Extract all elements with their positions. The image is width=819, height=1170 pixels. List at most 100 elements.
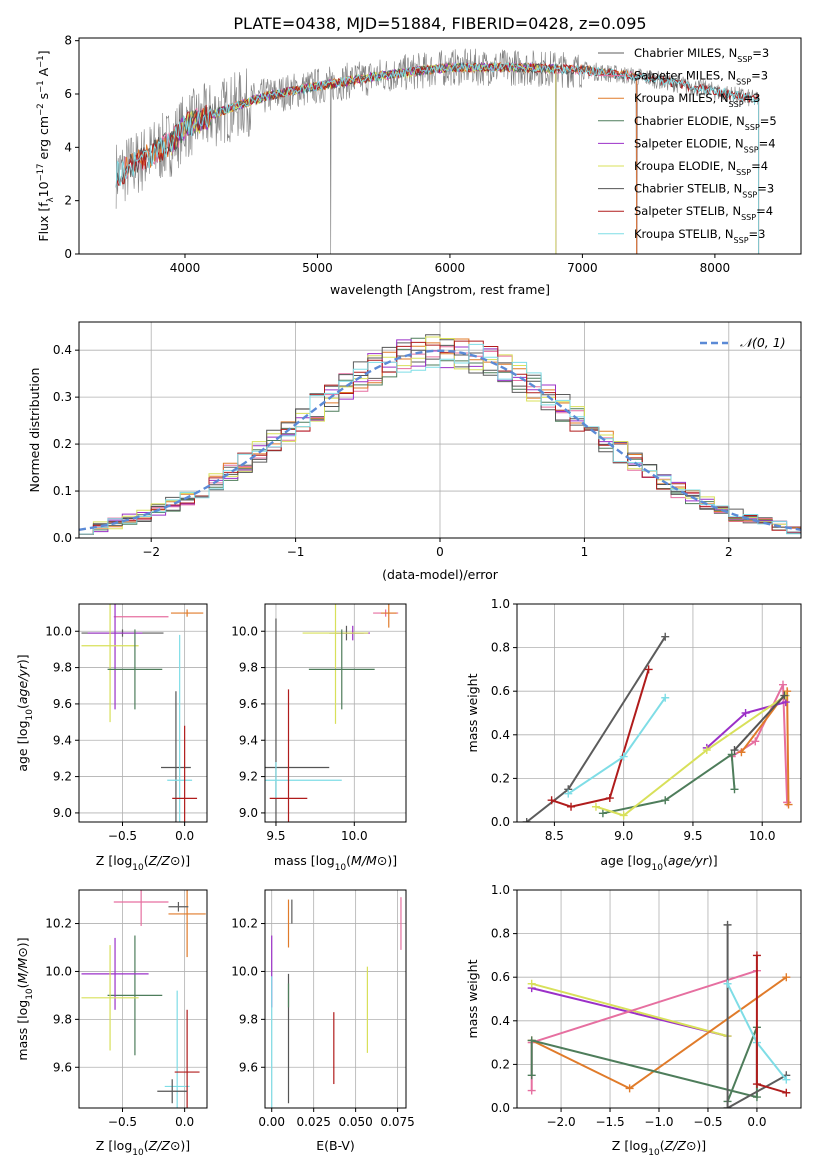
y-tick-label: 9.0 bbox=[239, 806, 258, 820]
x-tick-label: 0 bbox=[436, 545, 444, 559]
y-tick-label: 0.6 bbox=[491, 970, 510, 984]
label-part: )] bbox=[15, 937, 30, 947]
mass-vs-ebv-panel: 0.00 0.025 0.050 0.075 9.6 9.8 10.0 10.2 E(B-V) bbox=[231, 889, 415, 1153]
label-part: 10 bbox=[25, 709, 35, 721]
y-tick-label: 1.0 bbox=[491, 597, 510, 611]
y-tick-label: 0.6 bbox=[491, 684, 510, 698]
y-axis-label: mass weight bbox=[465, 673, 480, 752]
label-part: ( bbox=[660, 1138, 665, 1153]
x-tick-label: −0.5 bbox=[693, 1115, 722, 1129]
data-point-marker bbox=[778, 680, 787, 689]
label-part: ( bbox=[346, 853, 351, 868]
figure-title: PLATE=0438, MJD=51884, FIBERID=0428, z=0… bbox=[233, 14, 646, 33]
label-part: s bbox=[36, 93, 51, 104]
legend-entry: Salpeter STELIB, NSSP=4 bbox=[634, 204, 773, 222]
data-point-marker bbox=[741, 709, 750, 717]
gaussian-reference-curve bbox=[79, 349, 801, 531]
y-axis-label: Flux [fλ10−17 erg cm−2 s−1 A−1] bbox=[36, 50, 56, 241]
data-point-marker bbox=[737, 748, 746, 757]
label-part: ( bbox=[15, 983, 30, 988]
y-tick-label: 10.0 bbox=[45, 624, 72, 638]
label-part: −1 bbox=[36, 55, 46, 68]
y-tick-label: 2 bbox=[64, 194, 72, 208]
x-tick-label: 5000 bbox=[302, 261, 333, 275]
legend-text: Chabrier ELODIE, N bbox=[634, 114, 745, 128]
model-spectrum-salpeter-elodie bbox=[171, 61, 557, 254]
legend-text: =5 bbox=[760, 114, 777, 128]
data-point-marker bbox=[527, 1071, 536, 1080]
errorbar-point-chabrier-elodie bbox=[107, 935, 163, 1056]
label-part: 10 bbox=[335, 863, 347, 873]
x-tick-label: 10.0 bbox=[749, 829, 776, 843]
label-part: age/yr bbox=[15, 663, 30, 704]
legend-entry: Chabrier ELODIE, NSSP=5 bbox=[634, 114, 777, 132]
legend-text: SSP bbox=[729, 100, 744, 109]
x-tick-label: 7000 bbox=[567, 261, 598, 275]
label-part: −2 bbox=[36, 103, 46, 116]
mass-weight-vs-metallicity-panel: −2.0 −1.5 −1.0 −0.5 0.0 0.0 0.2 0.4 0.6 0.8 1.0 Z [… bbox=[465, 883, 802, 1158]
plot-area bbox=[81, 890, 206, 1108]
axes-frame bbox=[516, 603, 802, 823]
label-part: Z/Z⊙ bbox=[664, 1138, 697, 1153]
errorbar-point-kroupa-stelib bbox=[164, 990, 190, 1108]
x-tick-label: 2 bbox=[725, 545, 733, 559]
axes-frame bbox=[78, 37, 802, 255]
errorbar-point-salpeter-stelib bbox=[172, 725, 198, 822]
data-point-marker bbox=[730, 746, 739, 755]
y-tick-label: 0.8 bbox=[491, 641, 510, 655]
label-part: Z/Z⊙ bbox=[148, 1138, 181, 1153]
y-axis-label: Normed distribution bbox=[27, 368, 42, 493]
data-point-marker bbox=[702, 746, 711, 755]
legend-text: SSP bbox=[744, 145, 759, 154]
y-tick-label: 9.6 bbox=[239, 1060, 258, 1074]
y-tick-label: 0.3 bbox=[53, 390, 72, 404]
x-tick-label: 8.5 bbox=[545, 829, 564, 843]
y-tick-label: 10.0 bbox=[231, 624, 258, 638]
age-vs-metallicity-panel: −0.5 0.09.09.29.49.69.810.0Z [log10(Z/Z⊙)… bbox=[15, 603, 208, 873]
data-point-marker bbox=[527, 1086, 536, 1095]
model-spectrum-kroupa-miles bbox=[123, 61, 638, 254]
data-point-marker bbox=[527, 1036, 536, 1045]
series-salpeter-stelib bbox=[752, 951, 791, 1097]
y-tick-label: 9.8 bbox=[53, 1012, 72, 1026]
errorbar-point-kroupa-stelib bbox=[167, 634, 193, 822]
label-part: A bbox=[36, 67, 51, 80]
label-part: 10 bbox=[652, 863, 664, 873]
data-point-marker bbox=[661, 796, 670, 805]
data-point-marker bbox=[522, 818, 531, 822]
data-point-marker bbox=[783, 687, 792, 696]
axes-frame bbox=[264, 889, 407, 1109]
model-spectrum-kroupa-elodie bbox=[171, 61, 557, 254]
label-part: 10 bbox=[132, 1148, 144, 1158]
legend-text: Chabrier MILES, N bbox=[634, 46, 737, 60]
errorbar-point-kroupa-miles bbox=[170, 609, 204, 617]
x-tick-label: 0.025 bbox=[296, 1115, 330, 1129]
label-part: ( bbox=[15, 704, 30, 709]
legend-text: =3 bbox=[752, 46, 769, 60]
mass-weight-vs-age-panel: 8.5 9.0 9.5 10.0 0.0 0.2 0.4 0.6 0.8 1.0 age [log1… bbox=[465, 597, 802, 873]
y-axis-label: mass weight bbox=[465, 959, 480, 1038]
y-tick-label: 9.2 bbox=[53, 770, 72, 784]
x-tick-label: −1.5 bbox=[595, 1115, 624, 1129]
errorbar-point-kroupa-stelib bbox=[265, 762, 342, 799]
label-part: age [log bbox=[600, 853, 651, 868]
series-chabrier-elodie bbox=[527, 1023, 761, 1106]
legend-entry: Chabrier MILES, NSSP=3 bbox=[634, 46, 769, 64]
data-point-marker bbox=[723, 979, 732, 988]
data-point-marker bbox=[752, 1093, 761, 1102]
series-kroupa-stelib bbox=[564, 693, 670, 798]
data-point-marker bbox=[723, 920, 732, 929]
y-tick-label: 0.2 bbox=[491, 771, 510, 785]
x-tick-label: 0.050 bbox=[338, 1115, 372, 1129]
x-axis-label: wavelength [Angstrom, rest frame] bbox=[330, 282, 550, 297]
y-tick-label: 0.0 bbox=[53, 531, 72, 545]
plot-area bbox=[522, 632, 793, 822]
legend-text: Salpeter STELIB, N bbox=[634, 204, 741, 218]
legend-text: SSP bbox=[736, 168, 751, 177]
data-point-marker bbox=[784, 800, 793, 809]
x-tick-label: 1 bbox=[581, 545, 589, 559]
y-tick-label: 9.6 bbox=[239, 697, 258, 711]
x-tick-label: 0.075 bbox=[380, 1115, 414, 1129]
x-axis-label: mass [log10(M/M⊙)] bbox=[274, 853, 397, 873]
